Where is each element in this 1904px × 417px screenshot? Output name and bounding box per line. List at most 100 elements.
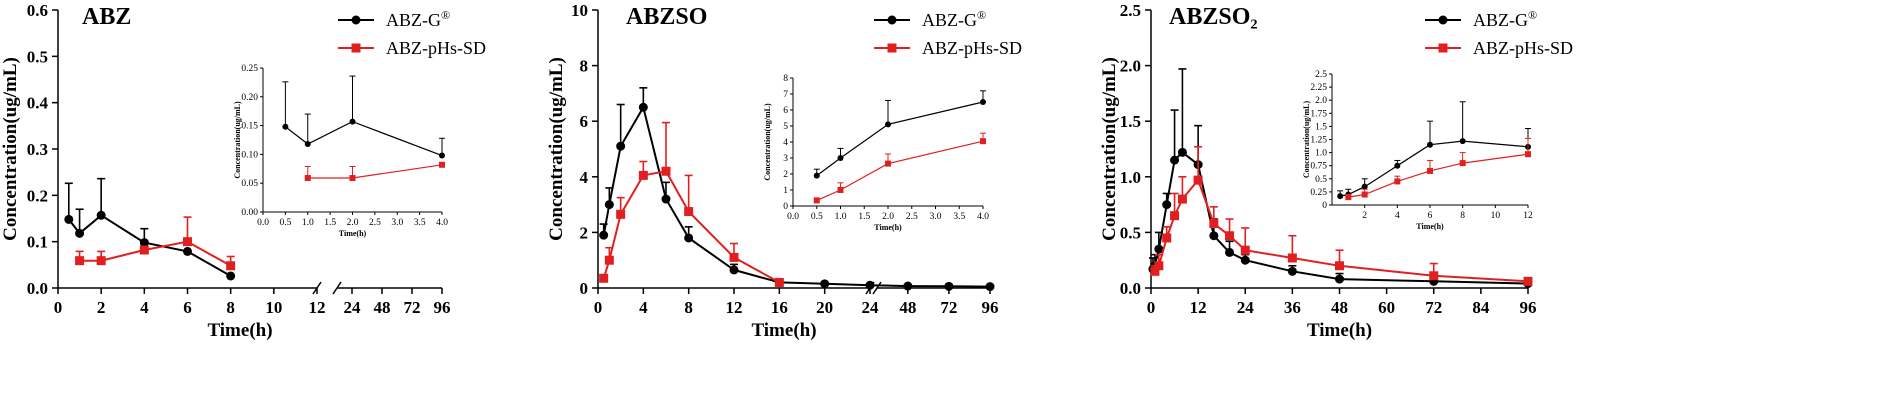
inset-x-tick-label: 1.0 <box>835 212 847 222</box>
data-point-abz-phs-sd <box>139 245 149 255</box>
data-point-abz-g <box>64 214 74 224</box>
data-point-abz-phs-sd <box>616 209 626 219</box>
inset-y-tick-label: 0.75 <box>1310 162 1327 172</box>
inset-y-tick-label: 6 <box>783 106 788 116</box>
inset-y-tick-label: 4 <box>783 138 788 148</box>
x-tick-label: 96 <box>434 298 451 317</box>
data-point-abz-phs-sd <box>1154 261 1164 271</box>
x-tick-label: 6 <box>183 298 192 317</box>
inset-x-tick-label: 2.5 <box>369 218 381 228</box>
data-point-abz-g <box>604 200 614 210</box>
panel-title: ABZSO <box>626 4 707 30</box>
data-point-abz-phs-sd <box>1209 219 1219 229</box>
data-point-abz-g <box>903 281 913 291</box>
data-point-abz-g <box>985 282 995 292</box>
x-tick-label: 4 <box>639 298 648 317</box>
inset-y-tick-label: 8 <box>783 74 788 84</box>
x-tick-label: 96 <box>1520 298 1537 317</box>
legend-label: ABZ-G® <box>1473 8 1537 30</box>
data-point-abz-phs-sd <box>1225 231 1235 241</box>
data-point-abz-g <box>684 233 694 243</box>
inset-x-tick-label: 3.0 <box>391 218 403 228</box>
x-tick-label: 8 <box>684 298 693 317</box>
inset-y-tick-label: 0.25 <box>241 64 258 74</box>
x-axis-title: Time(h) <box>207 320 272 341</box>
data-point-abz-phs-sd <box>1193 175 1203 185</box>
legend-superscript: ® <box>441 8 450 22</box>
inset-y-tick-label: 1.0 <box>1315 149 1327 159</box>
x-tick-label: 72 <box>404 298 421 317</box>
legend-label: ABZ-pHs-SD <box>386 38 486 58</box>
data-point-abz-g <box>865 280 875 290</box>
series-line-abz-phs-sd <box>1348 153 1529 198</box>
data-point-abz-g <box>183 246 192 256</box>
data-point-abz-g <box>1177 147 1187 157</box>
inset-y-tick-label: 0.05 <box>241 179 258 189</box>
legend: ABZ-G® ABZ-pHs-SD <box>338 8 486 58</box>
data-point-abz-phs-sd <box>604 255 614 265</box>
x-tick-label: 24 <box>1237 298 1255 317</box>
x-tick-label: 24 <box>344 298 362 317</box>
inset-y-tick-label: 2.25 <box>1310 83 1327 93</box>
y-tick-label: 4 <box>580 168 589 187</box>
x-axis-title: Time(h) <box>1307 320 1372 341</box>
x-tick-label: 0 <box>1147 298 1156 317</box>
data-point-abz-phs-sd <box>599 273 609 283</box>
data-point-abz-phs-sd <box>813 197 820 204</box>
data-point-abz-phs-sd <box>304 175 311 182</box>
data-point-abz-g <box>638 102 648 112</box>
inset-x-tick-label: 4 <box>1395 211 1400 221</box>
inset-x-tick-label: 1.0 <box>302 218 314 228</box>
x-tick-label: 72 <box>940 298 957 317</box>
inset-x-tick-label: 2.5 <box>906 212 918 222</box>
data-point-abz-g <box>1162 200 1172 210</box>
data-point-abz-phs-sd <box>1150 266 1160 276</box>
y-tick-label: 0.1 <box>27 233 48 252</box>
panel-title: ABZ <box>82 4 131 30</box>
legend: ABZ-G® ABZ-pHs-SD <box>874 8 1022 58</box>
data-point-abz-phs-sd <box>1394 178 1401 185</box>
data-point-abz-g <box>1459 138 1466 145</box>
data-point-abz-phs-sd <box>1240 245 1250 255</box>
legend-marker <box>351 43 361 53</box>
x-tick-label: 8 <box>226 298 235 317</box>
series-line-abz-g <box>68 214 232 277</box>
inset-y-tick-label: 1.5 <box>1315 122 1327 132</box>
x-tick-label: 36 <box>1284 298 1301 317</box>
data-point-abz-g <box>304 141 311 148</box>
data-point-abz-g <box>75 228 85 238</box>
data-point-abz-phs-sd <box>1523 276 1533 286</box>
series-line-abz-phs-sd <box>307 164 443 179</box>
x-axis-title: Time(h) <box>751 320 816 341</box>
legend-label: ABZ-pHs-SD <box>1473 38 1573 58</box>
inset-chart: 0 0.25 0.5 0.75 1.0 1.25 1.5 1.75 2.0 2.25 2.5 2 4 6 8… <box>1302 70 1533 231</box>
y-tick-label: 0.2 <box>27 186 48 205</box>
data-point-abz-phs-sd <box>1525 151 1531 158</box>
data-point-abz-g <box>729 265 739 275</box>
inset-y-axis-title: Concentration(ug/mL) <box>763 103 772 181</box>
inset-x-axis-title: Time(h) <box>874 223 902 232</box>
legend-superscript: ® <box>1528 8 1537 22</box>
inset-x-tick-label: 6 <box>1428 211 1433 221</box>
inset-x-tick-label: 0.5 <box>279 218 291 228</box>
x-tick-label: 12 <box>726 298 743 317</box>
data-point-abz-phs-sd <box>980 138 986 145</box>
x-tick-label: 24 <box>862 298 880 317</box>
legend-marker <box>351 15 361 25</box>
x-tick-label: 0 <box>594 298 603 317</box>
series-line-abz-phs-sd <box>602 170 780 284</box>
legend-marker <box>1438 15 1448 25</box>
data-point-abz-g <box>1337 193 1344 200</box>
inset-chart: 0.00 0.05 0.10 0.15 0.20 0.25 0.0 0.5 1.0 1.5 2.0 2… <box>233 64 448 238</box>
inset-y-tick-label: 5 <box>783 122 788 132</box>
inset-y-tick-label: 2 <box>783 170 788 180</box>
inset-chart: 0 1 2 3 4 5 6 7 8 0.0 0.5 1.0 1.5 2.0 2.5 3.0 3.5 4.0 Conc… <box>763 74 989 232</box>
data-point-abz-phs-sd <box>1345 194 1352 201</box>
data-point-abz-phs-sd <box>638 170 648 180</box>
data-point-abz-g <box>820 279 830 289</box>
inset-y-tick-label: 1 <box>783 186 788 196</box>
x-tick-label: 12 <box>1190 298 1207 317</box>
inset-y-tick-label: 0.00 <box>241 208 258 218</box>
